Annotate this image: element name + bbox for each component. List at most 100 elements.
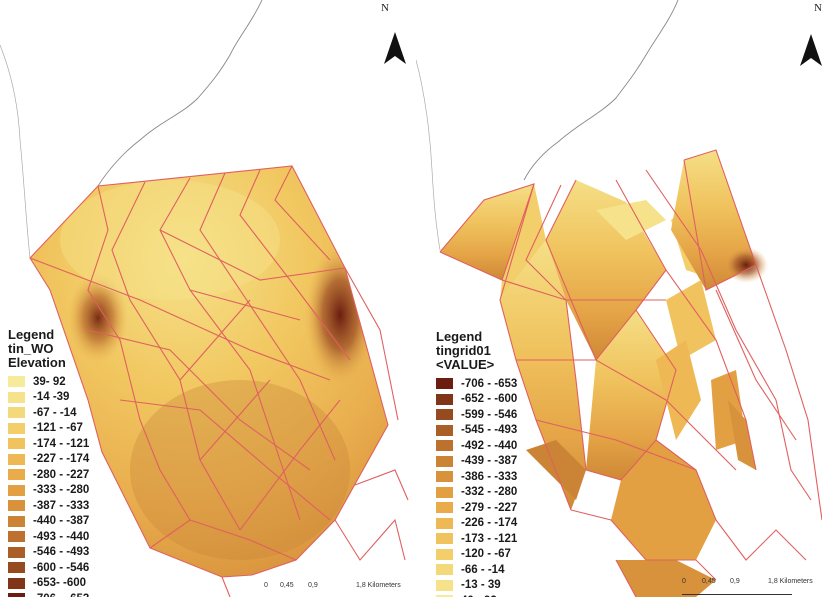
scale-bar: 0 0,45 0,9 1,8 Kilometers: [682, 578, 822, 597]
legend-item: -120 - -67: [436, 547, 517, 563]
value-surface-fragments: [440, 150, 768, 597]
legend-item: -706 - -653: [436, 376, 517, 392]
boundary-lines: [439, 149, 822, 597]
legend-label: -227 - -174: [33, 453, 90, 466]
scale-bar-line: [682, 589, 792, 595]
legend-item: -174 - -121: [8, 436, 89, 452]
legend-label: -492 - -440: [461, 439, 518, 452]
legend-label: 40 - 92: [461, 595, 497, 597]
right-map-panel: N Legend tingrid01 <VALUE> -706 - -653 -6…: [416, 0, 822, 597]
coastline: [523, 0, 679, 181]
legend-label: -600 - -546: [33, 561, 90, 574]
panel-divider: [410, 0, 416, 597]
legend-label: -386 - -333: [461, 470, 518, 483]
scale-label: 0: [682, 578, 686, 585]
legend-label: -174 - -121: [33, 437, 90, 450]
legend-swatch: [8, 407, 25, 419]
legend-item: -546 - -493: [8, 545, 89, 561]
legend-label: -120 - -67: [461, 548, 511, 561]
legend-item: -387 - -333: [8, 498, 89, 514]
scale-label: 0: [264, 582, 268, 589]
north-arrow-icon: [384, 32, 406, 64]
legend-label: -14 -39: [33, 391, 70, 404]
coastline: [97, 0, 263, 187]
legend-label: -387 - -333: [33, 499, 90, 512]
legend-field-name: Elevation: [8, 355, 66, 370]
legend-swatch: [436, 595, 453, 597]
legend-left: Legend tin_WO Elevation 39- 92 -14 -39 -67…: [8, 328, 89, 597]
legend-swatch: [436, 579, 453, 591]
legend-label: -653- -600: [33, 577, 87, 590]
legend-swatch: [8, 453, 25, 465]
legend-swatch: [8, 546, 25, 558]
legend-item: -14 -39: [8, 390, 89, 406]
legend-swatch: [436, 455, 453, 467]
legend-item: -600 - -546: [8, 560, 89, 576]
legend-label: -545 - -493: [461, 424, 518, 437]
legend-label: -66 - -14: [461, 563, 505, 576]
legend-item: 39- 92: [8, 374, 89, 390]
legend-swatch: [8, 531, 25, 543]
legend-label: -493 - -440: [33, 530, 90, 543]
legend-right: Legend tingrid01 <VALUE> -706 - -653 -652…: [436, 330, 517, 597]
legend-label: -652 - -600: [461, 393, 518, 406]
legend-item: 40 - 92: [436, 593, 517, 597]
scale-label: 1,8 Kilometers: [768, 578, 813, 585]
legend-swatch: [8, 515, 25, 527]
legend-label: -599 - -546: [461, 408, 518, 421]
legend-label: -226 - -174: [461, 517, 518, 530]
legend-item: -653- -600: [8, 576, 89, 592]
north-label: N: [814, 2, 822, 14]
boundary-lines: [29, 165, 409, 597]
scale-label: 0,45: [280, 582, 294, 589]
legend-item: -13 - 39: [436, 578, 517, 594]
legend-label: -280 - -227: [33, 468, 90, 481]
legend-title: Legend: [8, 327, 55, 342]
legend-class-list: 39- 92 -14 -39 -67 - -14 -121 - -67 -174 - -…: [8, 374, 89, 597]
legend-layer-name: tin_WO: [8, 341, 54, 356]
legend-swatch: [436, 502, 453, 514]
legend-label: -332 - -280: [461, 486, 518, 499]
legend-label: -13 - 39: [461, 579, 501, 592]
legend-item: -652 - -600: [436, 392, 517, 408]
north-arrow-icon: [800, 34, 822, 66]
legend-label: -706 - -653: [461, 377, 518, 390]
legend-item: -227 - -174: [8, 452, 89, 468]
legend-swatch: [436, 378, 453, 390]
legend-swatch: [8, 469, 25, 481]
legend-label: -121 - -67: [33, 422, 83, 435]
coastline: [0, 44, 31, 259]
legend-item: -545 - -493: [436, 423, 517, 439]
legend-swatch: [436, 533, 453, 545]
legend-class-list: -706 - -653 -652 - -600 -599 - -546 -545 - …: [436, 376, 517, 597]
legend-item: -439 - -387: [436, 454, 517, 470]
legend-swatch: [8, 562, 25, 574]
legend-item: -279 - -227: [436, 500, 517, 516]
legend-swatch: [8, 500, 25, 512]
legend-label: -333 - -280: [33, 484, 90, 497]
legend-label: -706 - -653: [33, 593, 89, 597]
legend-item: -599 - -546: [436, 407, 517, 423]
legend-item: -706 - -653: [8, 591, 89, 597]
legend-title: Legend: [436, 329, 483, 344]
legend-item: -67 - -14: [8, 405, 89, 421]
legend-swatch: [436, 548, 453, 560]
legend-label: 39- 92: [33, 375, 66, 388]
legend-item: -386 - -333: [436, 469, 517, 485]
legend-item: -332 - -280: [436, 485, 517, 501]
legend-swatch: [436, 393, 453, 405]
legend-swatch: [436, 486, 453, 498]
right-map-canvas: [416, 0, 822, 597]
legend-swatch: [8, 484, 25, 496]
scale-bar: 0 0,45 0,9 1,8 Kilometers: [264, 582, 410, 597]
left-map-panel: N Legend tin_WO Elevation 39- 92 -14 -39 -…: [0, 0, 410, 597]
legend-layer-name: tingrid01: [436, 343, 491, 358]
legend-swatch: [436, 424, 453, 436]
legend-swatch: [436, 517, 453, 529]
legend-swatch: [8, 438, 25, 450]
legend-item: -333 - -280: [8, 483, 89, 499]
legend-swatch: [436, 564, 453, 576]
legend-swatch: [8, 593, 25, 597]
legend-swatch: [436, 409, 453, 421]
legend-item: -493 - -440: [8, 529, 89, 545]
